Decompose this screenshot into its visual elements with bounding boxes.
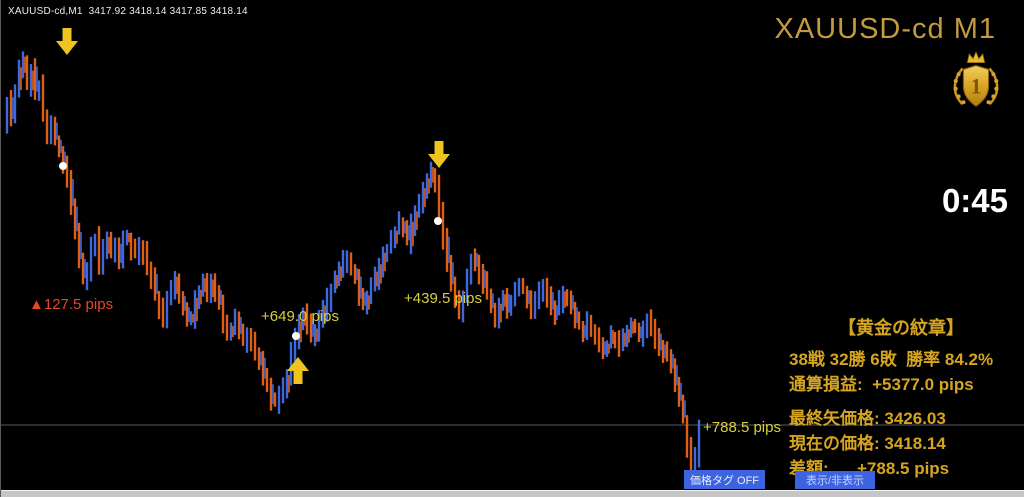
shield-icon: 1 xyxy=(962,64,990,107)
down-arrow-icon xyxy=(56,28,78,55)
crown-icon xyxy=(966,51,986,64)
window-bottom-edge xyxy=(1,490,1024,497)
laurel-wreath-icon xyxy=(953,67,999,106)
stats-current-price: 現在の価格: 3418.14 xyxy=(789,434,946,453)
pips-label: ▲127.5 pips xyxy=(29,296,114,313)
signal-dot xyxy=(434,217,442,225)
stats-title: 【黄金の紋章】 xyxy=(838,318,964,338)
emblem-number: 1 xyxy=(970,74,981,99)
down-arrow-icon xyxy=(428,141,450,168)
up-arrow-icon xyxy=(287,357,309,384)
stats-last-arrow-price: 最終矢価格: 3426.03 xyxy=(789,409,946,428)
pips-label: +788.5 pips xyxy=(703,419,781,436)
pips-label: +439.5 pips xyxy=(404,290,482,307)
signal-dot xyxy=(59,162,67,170)
candle-countdown-timer: 0:45 xyxy=(941,182,1008,219)
stats-panel: 【黄金の紋章】 38戦 32勝 6敗 勝率 84.2% 通算損益: +5377.… xyxy=(789,314,1013,481)
symbol-watermark: XAUUSD-cd M1 xyxy=(774,13,996,45)
golden-emblem-logo: 1 xyxy=(953,51,999,107)
stats-record: 38戦 32勝 6敗 勝率 84.2% xyxy=(789,350,994,369)
chart-ohlc-title: XAUUSD-cd,M1 3417.92 3418.14 3417.85 341… xyxy=(8,6,248,17)
price-tag-toggle-button[interactable]: 価格タグ OFF xyxy=(684,470,765,489)
display-toggle-button[interactable]: 表示/非表示 xyxy=(795,471,875,489)
stats-difference: 差額: +788.5 pips xyxy=(789,459,950,478)
stats-total-pips: 通算損益: +5377.0 pips xyxy=(789,375,974,394)
signal-dot xyxy=(292,332,300,340)
pips-label: +649.0 pips xyxy=(261,308,339,325)
